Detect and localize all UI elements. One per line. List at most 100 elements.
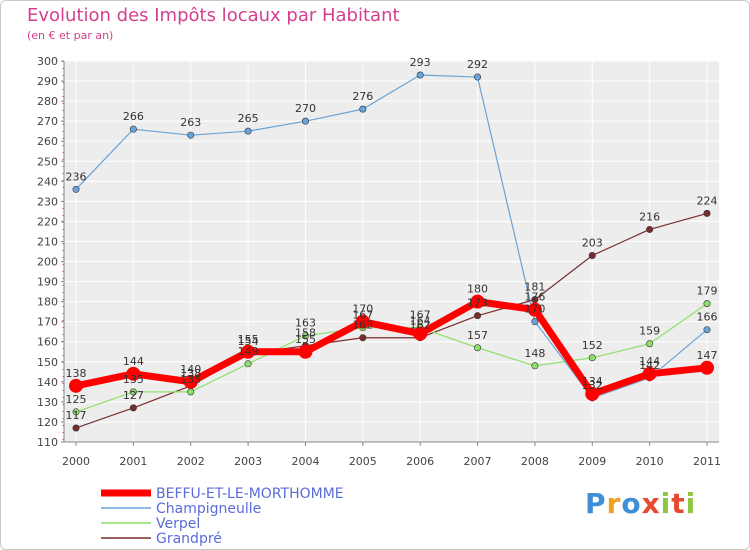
data-point: [646, 225, 654, 233]
y-tick-label: 130: [37, 396, 58, 409]
data-point: [301, 332, 309, 340]
data-label: 167: [410, 309, 431, 322]
series-line-0: [72, 298, 711, 398]
data-point: [187, 388, 195, 396]
data-point-main: [413, 326, 428, 341]
logo-letter: i: [685, 487, 697, 520]
data-point-main: [355, 314, 370, 329]
x-tick-label: 2008: [521, 455, 549, 468]
data-label: 132: [582, 379, 603, 392]
data-label: 170: [524, 303, 545, 316]
data-label: 154: [238, 335, 259, 348]
data-label: 159: [639, 325, 660, 338]
data-point: [72, 185, 80, 193]
data-label: 293: [410, 56, 431, 69]
y-tick-label: 170: [37, 316, 58, 329]
y-tick-label: 210: [37, 235, 58, 248]
data-label: 203: [582, 237, 603, 250]
x-tick-label: 2003: [234, 455, 262, 468]
data-point-main: [241, 344, 256, 359]
data-point: [474, 344, 482, 352]
data-point-main: [527, 302, 542, 317]
data-label: 180: [467, 283, 488, 296]
y-tick-label: 250: [37, 155, 58, 168]
data-label: 164: [410, 315, 431, 328]
data-label: 236: [66, 170, 87, 183]
legend-label-0: BEFFU-ET-LE-MORTHOMME: [156, 486, 344, 502]
data-point: [244, 127, 252, 135]
data-point: [703, 326, 711, 334]
y-tick-label: 190: [37, 276, 58, 289]
data-point: [244, 360, 252, 368]
data-point: [646, 340, 654, 348]
x-tick-label: 2010: [636, 455, 664, 468]
data-label: 276: [352, 90, 373, 103]
data-label: 266: [123, 110, 144, 123]
data-label: 265: [238, 112, 259, 125]
data-point-main: [126, 366, 141, 381]
legend-label-3: Grandpré: [156, 531, 222, 547]
y-tick-label: 280: [37, 95, 58, 108]
data-point: [531, 362, 539, 370]
data-label: 167: [352, 309, 373, 322]
x-tick-label: 2005: [349, 455, 377, 468]
data-label: 147: [697, 349, 718, 362]
data-label: 138: [180, 367, 201, 380]
data-point: [301, 117, 309, 125]
y-tick-label: 230: [37, 195, 58, 208]
data-label: 292: [467, 58, 488, 71]
data-label: 144: [123, 355, 144, 368]
data-label: 157: [467, 329, 488, 342]
y-tick-label: 270: [37, 115, 58, 128]
chart-subtitle: (en € et par an): [27, 29, 114, 42]
y-tick-label: 220: [37, 215, 58, 228]
y-tick-label: 110: [37, 436, 58, 449]
data-point: [531, 318, 539, 326]
data-point: [129, 404, 137, 412]
data-point: [588, 354, 596, 362]
data-point-main: [585, 386, 600, 401]
data-point: [72, 424, 80, 432]
data-point: [474, 312, 482, 320]
data-point: [703, 300, 711, 308]
data-point-main: [298, 344, 313, 359]
data-label: 224: [697, 194, 718, 207]
proxiti-logo: Proxiti: [585, 487, 696, 520]
data-label: 179: [697, 285, 718, 298]
legend-label-1: Champigneulle: [156, 501, 261, 517]
data-label: 263: [180, 116, 201, 129]
data-point: [474, 73, 482, 81]
data-label: 127: [123, 389, 144, 402]
y-tick-label: 200: [37, 256, 58, 269]
x-tick-label: 2009: [578, 455, 606, 468]
data-label: 149: [238, 345, 259, 358]
legend-label-2: Verpel: [156, 516, 200, 532]
y-tick-label: 140: [37, 376, 58, 389]
y-tick-label: 240: [37, 175, 58, 188]
data-label: 181: [524, 281, 545, 294]
y-tick-label: 300: [37, 55, 58, 68]
data-label: 162: [352, 319, 373, 332]
logo-letter: P: [585, 487, 607, 520]
data-label: 142: [639, 359, 660, 372]
data-label: 162: [410, 319, 431, 332]
logo-letter: r: [606, 487, 622, 520]
data-label: 117: [66, 409, 87, 422]
x-tick-label: 2002: [177, 455, 205, 468]
data-point: [187, 131, 195, 139]
data-point-main: [700, 360, 714, 375]
data-point: [416, 71, 424, 79]
data-point: [588, 252, 596, 260]
data-label: 163: [295, 317, 316, 330]
x-tick-label: 2001: [119, 455, 147, 468]
data-point-main: [183, 374, 198, 389]
data-label: 135: [123, 373, 144, 386]
data-label: 125: [66, 393, 87, 406]
y-tick-label: 260: [37, 135, 58, 148]
data-label: 155: [295, 333, 316, 346]
logo-letter: x: [641, 487, 661, 520]
data-point-main: [642, 366, 657, 381]
y-tick-label: 150: [37, 356, 58, 369]
data-label: 270: [295, 102, 316, 115]
